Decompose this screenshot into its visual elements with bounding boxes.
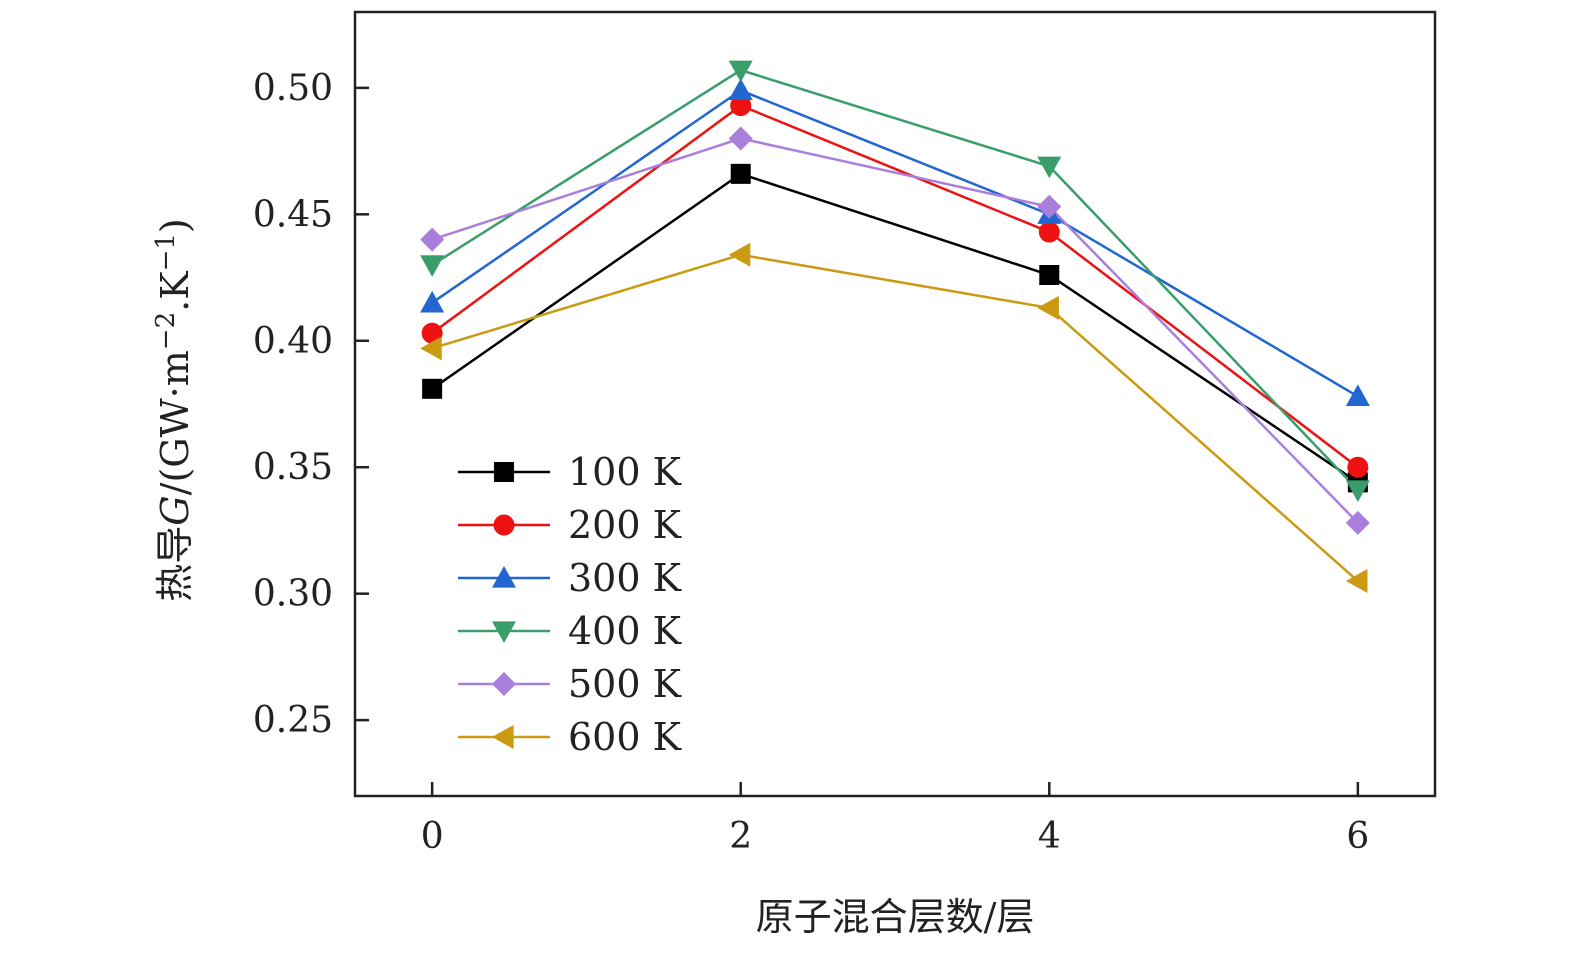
legend-label: 500 K — [568, 662, 682, 706]
data-point — [1039, 265, 1060, 286]
data-point — [422, 378, 443, 399]
legend-marker — [493, 514, 515, 536]
y-tick-label: 0.45 — [253, 194, 333, 235]
y-tick-label: 0.30 — [253, 574, 333, 615]
series-line — [431, 253, 1359, 582]
x-tick-label: 2 — [729, 816, 752, 857]
legend-label: 200 K — [568, 503, 682, 547]
legend-label: 100 K — [568, 450, 682, 494]
data-point — [1345, 510, 1370, 535]
x-tick-label: 0 — [421, 816, 444, 857]
data-point — [421, 322, 443, 344]
series-line — [431, 104, 1359, 469]
legend-marker — [494, 462, 514, 482]
data-point — [728, 60, 753, 83]
legend-label: 600 K — [568, 715, 682, 759]
data-point — [420, 255, 445, 277]
plot-frame — [353, 10, 1437, 798]
data-point — [730, 95, 752, 117]
data-point — [1038, 221, 1060, 243]
data-point — [420, 336, 442, 361]
data-point — [1037, 194, 1062, 219]
data-point — [728, 126, 753, 151]
series-markers — [420, 60, 1370, 594]
data-point — [1037, 295, 1059, 320]
legend-label: 300 K — [568, 556, 682, 600]
series-line — [431, 172, 1359, 484]
tick-layer: 0.25 0.30 0.35 0.40 0.45 0.50 0 2 4 6 — [253, 68, 1369, 857]
series-line — [431, 88, 1359, 398]
data-point — [420, 227, 445, 252]
x-axis-title: 原子混合层数/层 — [756, 895, 1035, 939]
data-point — [1345, 384, 1370, 407]
data-point — [1345, 569, 1368, 594]
y-tick-label: 0.50 — [253, 68, 333, 109]
data-point — [1347, 456, 1369, 478]
series-lines — [431, 68, 1359, 582]
legend-label: 400 K — [568, 609, 682, 653]
legend: 100 K 200 K 300 K 400 K 500 K 600 K — [458, 450, 682, 759]
y-tick-label: 0.40 — [253, 321, 333, 362]
legend-marker — [492, 621, 516, 643]
x-tick-label: 6 — [1346, 816, 1369, 857]
y-tick-label: 0.25 — [253, 700, 333, 741]
legend-marker — [492, 672, 516, 696]
data-point — [420, 290, 445, 313]
x-tick-label: 4 — [1038, 816, 1061, 857]
data-point — [1037, 156, 1062, 179]
data-point — [728, 78, 753, 100]
y-axis-title: 热导G/(GW·m−2.K−1) — [151, 218, 197, 601]
legend-marker — [492, 725, 514, 749]
data-point — [728, 242, 751, 267]
y-tick-label: 0.35 — [253, 447, 333, 488]
series-line — [431, 137, 1359, 524]
series-line — [431, 68, 1359, 491]
legend-marker — [492, 566, 516, 588]
data-point — [1345, 480, 1370, 502]
data-point — [730, 163, 751, 184]
